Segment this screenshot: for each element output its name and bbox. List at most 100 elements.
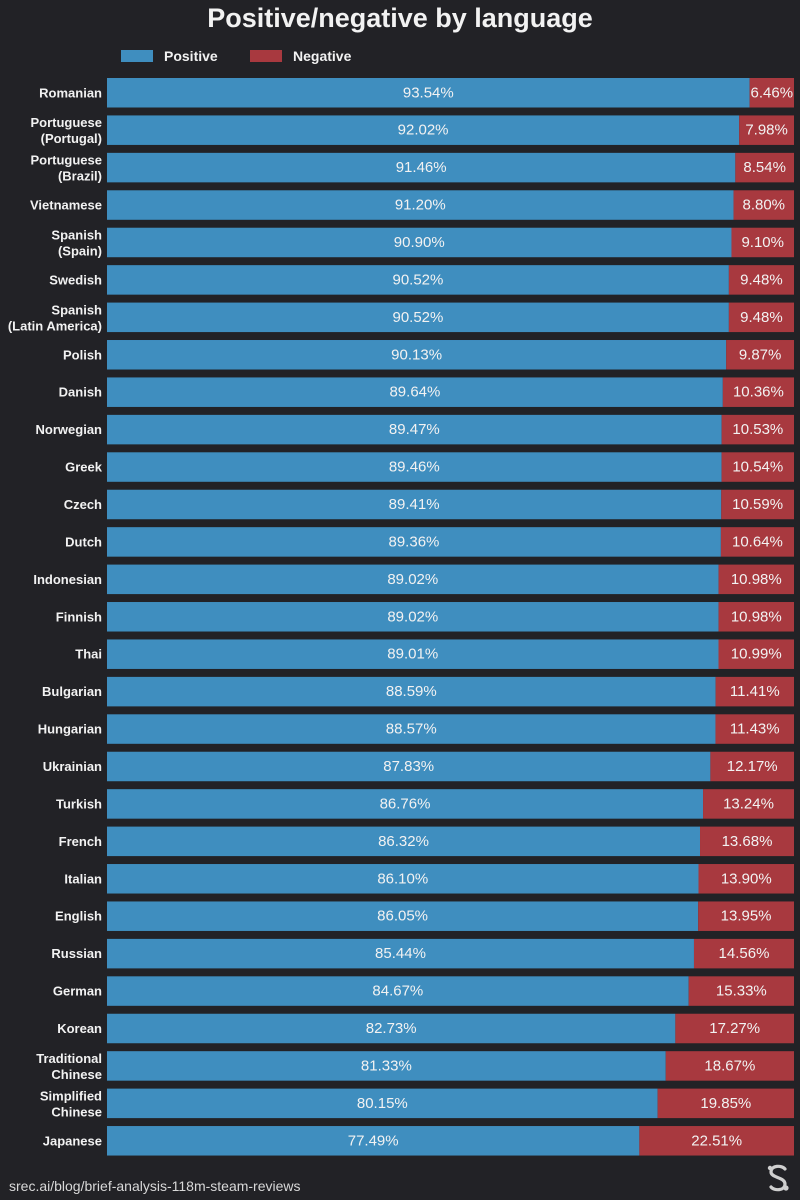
bar-positive <box>107 1013 676 1044</box>
bar-negative <box>726 340 794 370</box>
category-label: Portuguese (Portugal) <box>30 115 102 146</box>
bar-positive <box>107 340 727 370</box>
bar-negative <box>703 789 794 819</box>
bar-negative <box>688 976 794 1006</box>
category-label: Bulgarian <box>42 684 102 699</box>
category-label: Thai <box>75 647 102 662</box>
legend-label-positive: Positive <box>164 48 218 64</box>
data-label-negative: 22.51% <box>691 1132 742 1149</box>
data-label-positive: 86.10% <box>377 870 428 887</box>
data-label-negative: 12.17% <box>727 758 778 775</box>
bar-positive <box>107 676 716 707</box>
bar-negative <box>718 602 794 632</box>
data-label-positive: 89.02% <box>387 608 438 625</box>
data-label-positive: 88.59% <box>386 683 437 700</box>
category-label: Italian <box>64 871 102 886</box>
data-label-negative: 6.46% <box>751 84 794 101</box>
bar-positive <box>107 938 694 969</box>
data-label-negative: 18.67% <box>704 1057 755 1074</box>
category-label-line: Spanish <box>51 302 102 317</box>
data-label-negative: 9.48% <box>740 309 783 326</box>
data-label-positive: 80.15% <box>357 1095 408 1112</box>
data-label-negative: 9.10% <box>741 234 784 251</box>
category-label-line: (Brazil) <box>58 169 102 184</box>
category-label-line: Traditional <box>36 1051 102 1066</box>
data-label-negative: 9.87% <box>739 346 782 363</box>
chart-title: Positive/negative by language <box>207 3 593 33</box>
data-label-positive: 93.54% <box>403 84 454 101</box>
category-label-line: Portuguese <box>30 115 102 130</box>
category-label-line: (Latin America) <box>8 318 102 333</box>
bar-negative <box>665 1051 794 1081</box>
data-label-negative: 10.59% <box>732 496 783 513</box>
bar-negative <box>693 938 794 969</box>
data-label-negative: 11.43% <box>730 721 780 738</box>
data-label-negative: 10.99% <box>731 646 782 663</box>
bar-negative <box>728 265 794 295</box>
category-label: Simplified Chinese <box>40 1088 102 1119</box>
data-label-positive: 86.76% <box>380 795 431 812</box>
data-label-positive: 86.05% <box>377 908 428 925</box>
bar-positive <box>107 414 722 445</box>
bar-positive <box>107 564 719 595</box>
bar-negative <box>721 452 794 482</box>
category-label: Spanish (Spain) <box>51 227 102 258</box>
category-label: Vietnamese <box>30 198 102 213</box>
data-label-positive: 90.90% <box>394 234 445 251</box>
bar-negative <box>657 1088 794 1119</box>
bar-positive <box>107 489 722 520</box>
data-label-negative: 13.68% <box>722 833 773 850</box>
bar-negative <box>739 115 794 145</box>
category-label: Romanian <box>39 85 102 100</box>
data-label-positive: 89.47% <box>389 421 440 438</box>
bar-positive <box>107 976 689 1006</box>
data-label-positive: 86.32% <box>378 833 429 850</box>
bar-negative <box>731 227 794 258</box>
data-label-negative: 15.33% <box>716 983 767 1000</box>
bar-positive <box>107 115 740 145</box>
data-label-positive: 81.33% <box>361 1057 412 1074</box>
category-label: Traditional Chinese <box>36 1051 102 1082</box>
bar-positive <box>107 901 699 931</box>
bar-negative <box>675 1013 794 1044</box>
data-label-positive: 89.01% <box>387 646 438 663</box>
data-label-positive: 84.67% <box>372 983 423 1000</box>
category-label: Swedish <box>49 272 102 287</box>
data-label-positive: 87.83% <box>383 758 434 775</box>
data-label-negative: 8.54% <box>743 159 786 176</box>
data-label-negative: 13.90% <box>721 870 772 887</box>
bar-positive <box>107 864 699 894</box>
data-label-positive: 88.57% <box>386 721 437 738</box>
data-label-positive: 89.02% <box>387 571 438 588</box>
bar-positive <box>107 377 723 407</box>
category-label-line: Simplified <box>40 1088 102 1103</box>
category-label-line: (Spain) <box>58 243 102 258</box>
data-label-negative: 14.56% <box>719 945 770 962</box>
data-label-positive: 90.13% <box>391 346 442 363</box>
data-label-negative: 17.27% <box>709 1020 760 1037</box>
bar-positive <box>107 826 701 857</box>
data-label-negative: 10.54% <box>732 459 783 476</box>
data-label-positive: 77.49% <box>348 1132 399 1149</box>
bar-positive <box>107 265 729 295</box>
data-label-positive: 91.46% <box>396 159 447 176</box>
data-label-negative: 9.48% <box>740 271 783 288</box>
category-label: Czech <box>64 497 102 512</box>
category-label: Hungarian <box>38 722 102 737</box>
bar-negative <box>721 489 794 520</box>
source-url[interactable]: srec.ai/blog/brief-analysis-118m-steam-r… <box>9 1178 301 1194</box>
data-label-negative: 19.85% <box>700 1095 751 1112</box>
legend-label-negative: Negative <box>293 48 352 64</box>
bar-positive <box>107 452 722 482</box>
bar-negative <box>710 751 794 782</box>
bar-positive <box>107 1051 666 1081</box>
category-label: Spanish (Latin America) <box>8 302 102 333</box>
category-label-line: Portuguese <box>30 153 102 168</box>
data-label-positive: 82.73% <box>366 1020 417 1037</box>
data-label-negative: 8.80% <box>742 197 785 214</box>
category-label: Finnish <box>56 609 102 624</box>
category-label: Portuguese (Brazil) <box>30 153 102 184</box>
data-label-positive: 91.20% <box>395 197 446 214</box>
category-label: Turkish <box>56 796 102 811</box>
